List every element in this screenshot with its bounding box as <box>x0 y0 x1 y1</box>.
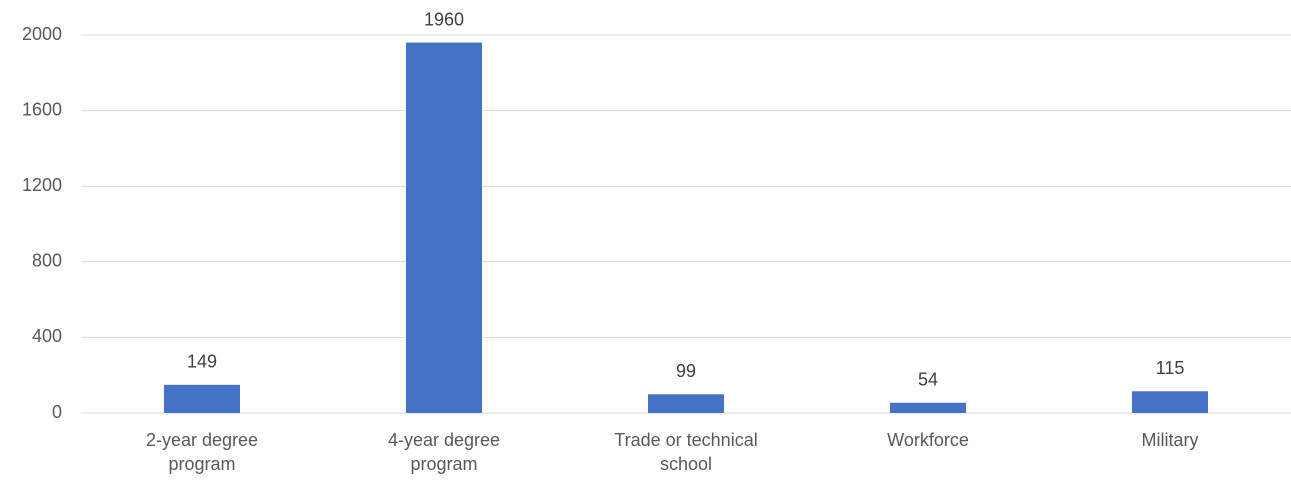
bar <box>164 384 240 413</box>
y-tick-label: 1600 <box>22 99 62 119</box>
data-label: 115 <box>1156 358 1185 378</box>
y-tick-label: 1200 <box>22 175 62 195</box>
x-tick-label: Military <box>1141 430 1199 450</box>
bar <box>648 394 724 413</box>
x-tick-label: Workforce <box>887 430 969 450</box>
data-label: 1960 <box>424 9 464 29</box>
x-tick-label: Trade or technical school <box>614 430 758 474</box>
y-tick-label: 0 <box>52 402 62 422</box>
y-tick-label: 400 <box>32 326 62 346</box>
data-label: 99 <box>676 361 696 381</box>
data-label: 54 <box>918 370 938 390</box>
data-label: 149 <box>187 352 217 372</box>
y-tick-label: 800 <box>32 251 62 271</box>
bar <box>1132 391 1208 413</box>
x-tick-label: 4-year degree program <box>387 430 501 474</box>
y-tick-label: 2000 <box>22 24 62 44</box>
bar <box>406 42 482 414</box>
x-tick-label: 2-year degree program <box>145 430 259 474</box>
bar <box>890 402 966 413</box>
